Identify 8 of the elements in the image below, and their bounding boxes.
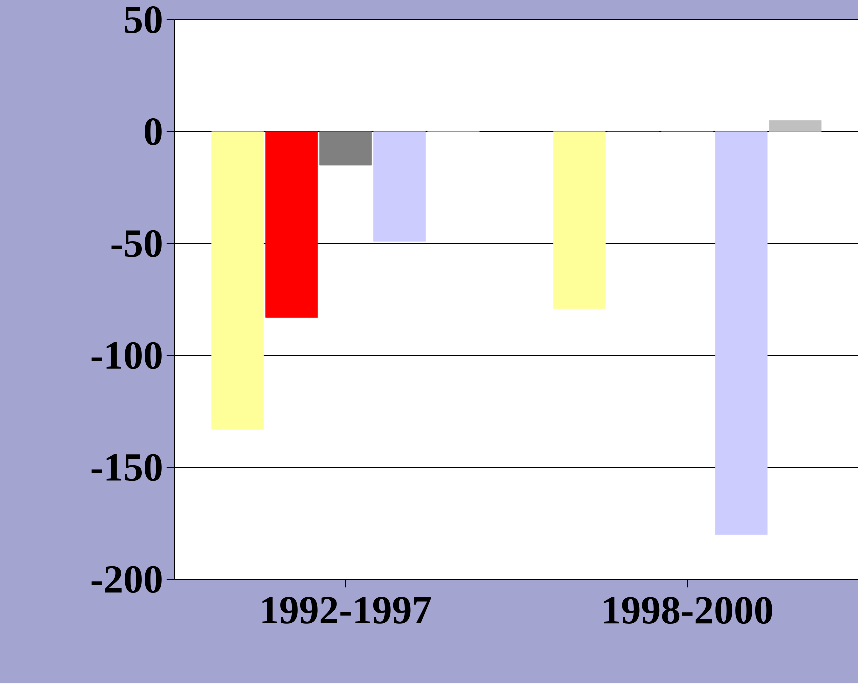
x-tick-label: 1992-1997 [262,597,432,624]
y-tick-label: -200 [92,566,162,594]
x-tick-label: 1998-2000 [604,597,772,624]
y-tick-label: 50 [125,6,162,34]
y-tick-label: 0 [144,118,162,146]
y-tick-label: -150 [92,454,162,482]
y-tick-label: -100 [92,342,162,370]
y-tick-label: -50 [112,230,162,258]
